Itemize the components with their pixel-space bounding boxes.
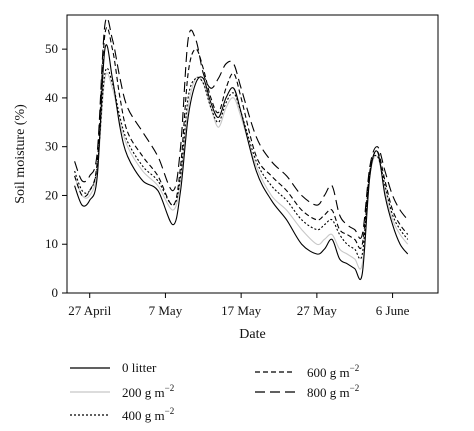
legend: 0 litter 200 g m−2 400 g m−2 600 g m−2 8… <box>0 350 474 431</box>
legend-item-200: 200 g m−2 <box>70 381 174 403</box>
legend-item-600: 600 g m−2 <box>255 361 359 383</box>
y-tick-label: 20 <box>45 187 58 202</box>
x-tick-label: 17 May <box>221 303 262 318</box>
series-line-600-g-m <box>74 26 409 250</box>
y-axis-label: Soil moisture (%) <box>13 104 28 204</box>
y-tick-label: 50 <box>45 41 58 56</box>
plot-frame <box>66 14 439 294</box>
x-tick-label: 27 April <box>68 303 111 318</box>
y-axis: 0 10 20 30 40 50 <box>45 41 67 300</box>
series-line-400-g-m <box>74 67 409 260</box>
x-tick-label: 6 June <box>376 303 410 318</box>
x-axis-label: Date <box>239 327 265 342</box>
x-tick-label: 27 May <box>297 303 338 318</box>
legend-label-200: 200 g m−2 <box>122 383 175 400</box>
y-tick-label: 40 <box>45 90 58 105</box>
legend-swatch-800 <box>255 391 295 393</box>
x-axis: 27 April 7 May 17 May 27 May 6 June <box>68 293 410 318</box>
y-tick-label: 10 <box>45 236 58 251</box>
x-tick-label: 7 May <box>149 303 183 318</box>
soil-moisture-chart: 0 10 20 30 40 50 27 April 7 May 17 May 27 May 6 J… <box>13 14 439 342</box>
y-tick-label: 30 <box>45 139 58 154</box>
series-line-200-g-m <box>74 72 409 270</box>
legend-label-600: 600 g m−2 <box>307 363 360 380</box>
series-lines <box>74 17 409 281</box>
series-line-800-g-m <box>74 17 409 239</box>
legend-item-400: 400 g m−2 <box>70 404 174 426</box>
legend-label-400: 400 g m−2 <box>122 406 175 423</box>
series-line-0-litter <box>74 44 409 281</box>
legend-swatch-400 <box>70 414 110 416</box>
y-tick-label: 0 <box>52 285 59 300</box>
legend-item-800: 800 g m−2 <box>255 381 359 403</box>
legend-swatch-600 <box>255 371 295 373</box>
legend-swatch-200 <box>70 391 110 393</box>
legend-swatch-0-litter <box>70 367 110 369</box>
plot-border <box>66 14 439 294</box>
legend-label-0-litter: 0 litter <box>122 360 157 375</box>
legend-label-800: 800 g m−2 <box>307 383 360 400</box>
legend-item-0-litter: 0 litter <box>70 357 156 379</box>
